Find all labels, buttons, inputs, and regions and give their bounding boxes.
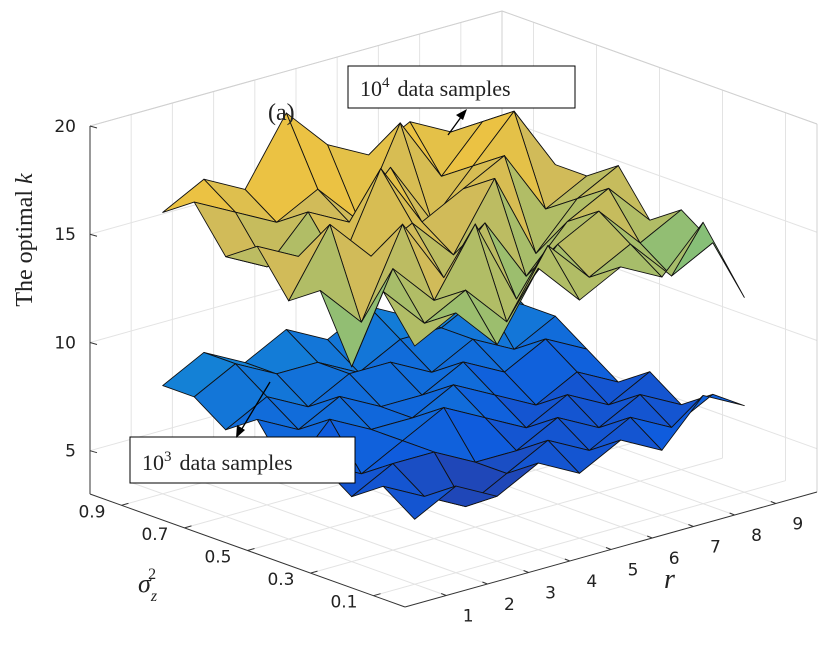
x-tick — [523, 570, 529, 573]
arrow-head — [456, 109, 467, 120]
y-tick — [247, 548, 255, 551]
x-tick-label: 5 — [628, 561, 639, 581]
x-tick-label: 9 — [792, 515, 803, 535]
y-label-sub: z — [150, 588, 158, 605]
y-tick — [373, 593, 381, 597]
grid-line — [310, 457, 723, 574]
y-tick-label: 0.9 — [78, 502, 105, 522]
x-tick — [441, 593, 447, 596]
box-edge — [501, 10, 818, 125]
box-edge — [89, 10, 503, 127]
annotation-arrow — [239, 381, 271, 433]
x-axis-label: r — [664, 564, 675, 595]
z-tick-label: 20 — [54, 117, 76, 137]
z-tick — [89, 233, 98, 237]
y-tick — [121, 502, 129, 506]
x-tick-label: 2 — [504, 595, 515, 615]
x-tick — [647, 535, 653, 539]
z-tick — [89, 450, 98, 454]
x-tick-label: 3 — [545, 584, 556, 604]
labels: 5 10 15 20 1 2 3 4 5 6 7 8 9 0.1 0.3 0.5 0.7 0.9 — [54, 117, 803, 627]
x-tick-label: 1 — [463, 607, 474, 627]
annotation-text: 103 data samples — [142, 449, 293, 475]
z-label-text: The optimal — [12, 190, 38, 307]
y-label-sup: 2 — [148, 566, 156, 583]
x-tick-label: 4 — [586, 572, 597, 592]
z-tick-label: 15 — [54, 225, 76, 245]
x-tick — [482, 581, 488, 585]
annotation-exp: 3 — [164, 449, 172, 465]
annotation: 103 data samples — [129, 381, 356, 484]
annotation-box — [347, 65, 576, 109]
x-tick-label: 7 — [710, 538, 721, 558]
arrow-head — [236, 425, 245, 438]
annotation-exp: 4 — [382, 75, 390, 91]
annotation: 104 data samples — [347, 65, 576, 136]
z-tick-label: 5 — [65, 442, 76, 462]
y-tick-label: 0.5 — [204, 548, 231, 568]
annotation-label: data samples — [180, 450, 293, 475]
y-tick — [310, 570, 318, 574]
x-tick — [564, 558, 570, 562]
y-tick-label: 0.3 — [267, 570, 294, 590]
panel-label: (a) — [268, 100, 295, 126]
x-tick — [605, 547, 612, 550]
y-tick — [184, 525, 192, 529]
x-tick — [729, 512, 735, 516]
y-tick-label: 0.7 — [141, 525, 168, 545]
annotation-label: data samples — [398, 76, 511, 101]
surface-face — [382, 291, 457, 347]
z-axis-label: The optimal k — [12, 173, 38, 307]
x-tick-label: 8 — [751, 526, 762, 546]
z-tick — [89, 341, 98, 345]
x-tick — [688, 524, 694, 527]
x-tick — [770, 501, 776, 504]
z-label-var: k — [12, 173, 38, 184]
annotation-base: 10 — [142, 450, 164, 475]
annotation-text: 104 data samples — [360, 75, 511, 101]
y-axis-label: σz 2 — [138, 566, 158, 605]
surface-face — [382, 485, 457, 520]
grid-line — [373, 480, 786, 597]
z-tick-label: 10 — [54, 333, 76, 353]
annotation-base: 10 — [360, 76, 382, 101]
annotation-box — [129, 436, 356, 484]
y-tick-label: 0.1 — [330, 593, 357, 613]
x-tick-label: 6 — [669, 549, 680, 569]
y-label-symbol: σ — [138, 569, 152, 598]
z-tick — [89, 125, 98, 129]
